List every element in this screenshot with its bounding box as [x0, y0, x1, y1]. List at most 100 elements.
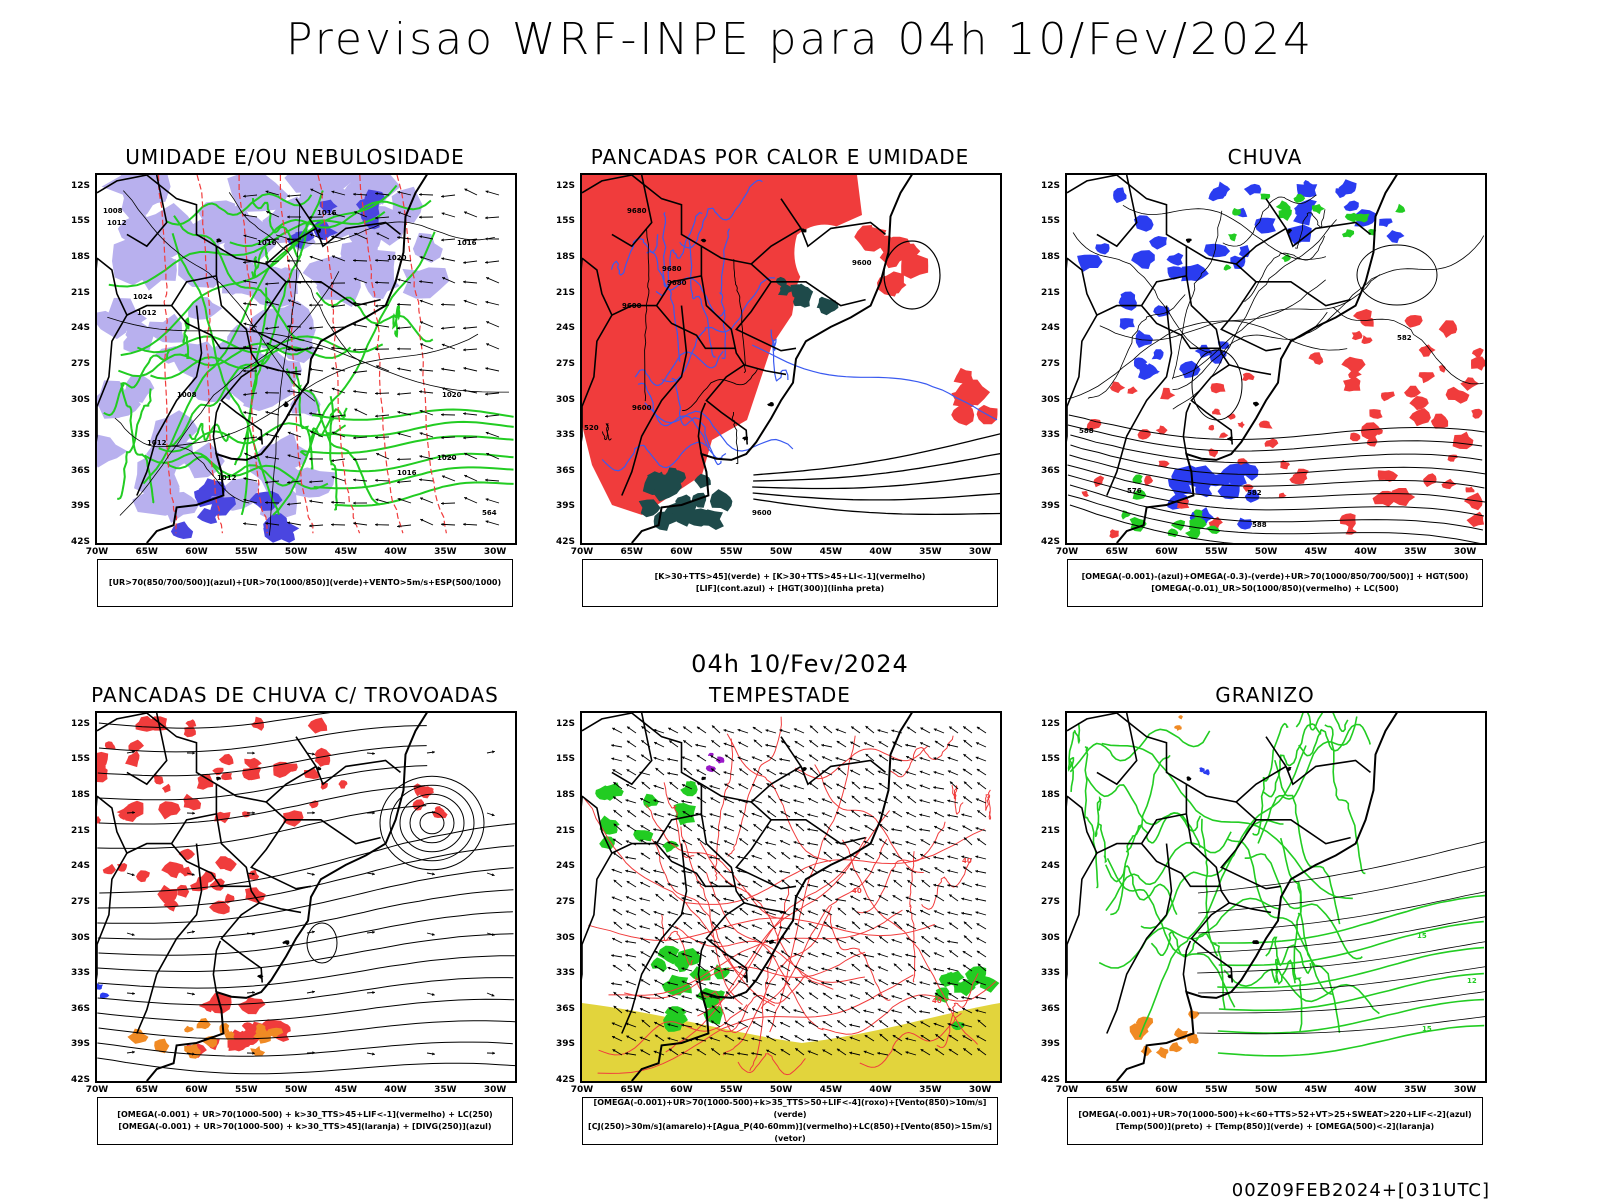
wind-vector: [243, 437, 257, 440]
humidity-red-shade: [1238, 421, 1245, 428]
contour-label: 40: [852, 887, 862, 895]
lat-tick-label: 21S: [60, 288, 90, 298]
wind-vector: [696, 1008, 706, 1013]
wind-vector: [739, 838, 748, 845]
wind-vector: [640, 882, 650, 887]
lon-tick-label: 55W: [714, 1085, 748, 1095]
humidity-red-shade: [1405, 315, 1423, 328]
precipitable-water-contour: [646, 805, 784, 919]
legend-line: [OMEGA(-0.001) + UR>70(1000-500) + k>30_…: [117, 1109, 492, 1121]
wind-vector: [879, 852, 888, 859]
wind-vector: [614, 880, 622, 887]
omega-orange-shade: [1188, 1010, 1199, 1019]
wind-vector: [865, 768, 874, 775]
wind-vector: [948, 757, 958, 761]
wind-vector: [865, 936, 874, 943]
wind-vector: [893, 796, 902, 803]
lat-tick-label: 36S: [60, 466, 90, 476]
lon-tick-label: 40W: [379, 547, 413, 557]
lake: [283, 401, 289, 407]
wind-vector: [612, 728, 622, 733]
contour-label: 564: [482, 509, 497, 517]
wind-vector: [463, 412, 477, 415]
wind-vector: [822, 756, 832, 761]
contour-label: 15: [1422, 1025, 1432, 1033]
wind-vector: [907, 796, 916, 803]
wind-vector: [891, 953, 902, 957]
border-line: [1221, 820, 1281, 889]
wind-vector: [977, 769, 986, 775]
wind-vector: [464, 497, 477, 503]
panel-title: PANCADAS DE CHUVA C/ TROVOADAS: [55, 683, 535, 707]
wind-vector: [865, 965, 874, 971]
wind-vector: [353, 323, 367, 327]
wind-vector: [628, 964, 636, 971]
lon-tick-label: 45W: [1299, 547, 1333, 557]
border-line: [216, 784, 266, 802]
wind-vector: [977, 923, 986, 929]
wind-vector: [837, 1020, 846, 1027]
wind-vector: [906, 924, 916, 929]
lon-tick-label: 65W: [1100, 547, 1134, 557]
wind-vector: [919, 828, 930, 831]
omega-green-shade: [1342, 229, 1354, 237]
wind-vector: [933, 786, 944, 789]
temp-500-contour: [1197, 917, 1485, 954]
wind-vector: [780, 1022, 790, 1027]
border-line: [1229, 365, 1271, 375]
precipitable-water-contour: [857, 822, 945, 913]
precipitable-water-contour: [727, 734, 831, 862]
wind-vector: [654, 1009, 664, 1013]
wind-vector: [919, 898, 930, 901]
height-500-contour: [1242, 236, 1325, 301]
omega-green-shade: [1260, 194, 1270, 200]
wind-vector: [738, 757, 748, 761]
wind-vector: [961, 996, 972, 999]
wind-vector: [486, 432, 499, 437]
lat-tick-label: 12S: [60, 719, 90, 729]
wind-vector: [906, 826, 916, 831]
wind-vector: [613, 992, 622, 999]
wind-vector: [667, 911, 678, 915]
convective-red-shade: [283, 763, 298, 771]
lat-tick-label: 36S: [545, 466, 575, 476]
omega-blue-shade: [1244, 184, 1262, 196]
precipitable-water-contour: [922, 861, 971, 909]
lon-tick-label: 70W: [1050, 1085, 1084, 1095]
contour-label: 1020: [387, 254, 407, 262]
wind-vector: [807, 813, 818, 817]
wind-vector: [353, 478, 367, 481]
wind-vector: [821, 744, 832, 747]
wind-vector: [464, 189, 477, 195]
wind-vector: [948, 827, 958, 831]
humidity-red-shade: [1308, 352, 1323, 365]
wind-vector: [964, 782, 972, 789]
lat-tick-label: 33S: [60, 968, 90, 978]
wind-vector: [920, 728, 930, 733]
omega-orange-shade: [1156, 1047, 1169, 1059]
instability-green-shade: [654, 512, 678, 531]
wind-vector: [667, 772, 678, 775]
wind-vector: [397, 303, 411, 306]
wind-vector: [795, 1021, 804, 1027]
wind-vector: [753, 964, 762, 971]
humidity-red-shade: [1471, 409, 1482, 419]
wind-vector: [441, 502, 455, 505]
lat-tick-label: 36S: [60, 1004, 90, 1014]
wind-vector: [309, 327, 323, 330]
wind-vector: [808, 966, 818, 971]
wind-vector: [850, 896, 860, 901]
wind-vector: [836, 812, 846, 817]
wind-vector: [767, 755, 776, 761]
lat-tick-label: 39S: [545, 501, 575, 511]
wind-vector: [627, 769, 636, 775]
wind-vector: [823, 895, 832, 901]
contour-label: 9680: [667, 279, 687, 287]
wind-vector: [397, 480, 411, 483]
wind-vector: [627, 825, 636, 831]
lon-tick-label: 50W: [764, 547, 798, 557]
wind-vector: [309, 457, 323, 460]
wind-vector: [627, 881, 636, 887]
